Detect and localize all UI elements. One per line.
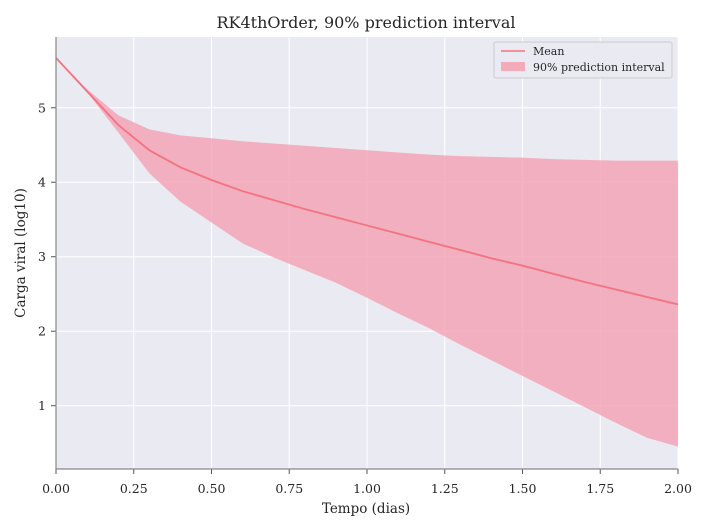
x-tick-label: 1.75 (586, 481, 614, 496)
x-axis-label: Tempo (dias) (322, 501, 410, 517)
x-tick-label: 1.50 (509, 481, 537, 496)
line-layer (55, 57, 679, 306)
x-tick-label: 0.50 (198, 481, 226, 496)
y-tick-label: 4 (38, 175, 46, 190)
legend-interval-label: 90% prediction interval (533, 61, 665, 74)
mean-line (55, 57, 679, 306)
legend-interval-swatch (501, 62, 525, 71)
y-axis-label: Carga viral (log10) (13, 188, 29, 318)
axes (51, 37, 679, 474)
x-tick-label: 1.00 (353, 481, 381, 496)
prediction-interval-band (56, 57, 678, 447)
y-tick-label: 5 (38, 100, 46, 115)
x-tick-label: 0.75 (275, 481, 303, 496)
x-tick-label: 0.00 (42, 481, 70, 496)
legend: Mean 90% prediction interval (493, 41, 673, 79)
x-tick-label: 2.00 (664, 481, 692, 496)
tick-labels: 0.00 0.25 0.50 0.75 1.00 1.25 1.50 1.75 2.00 1 2 3 4… (38, 100, 692, 496)
legend-box (493, 41, 673, 79)
band-layer (56, 57, 678, 447)
y-tick-label: 1 (38, 398, 46, 413)
x-tick-label: 1.25 (431, 481, 459, 496)
y-tick-label: 3 (38, 249, 46, 264)
chart-title: RK4thOrder, 90% prediction interval (216, 13, 515, 32)
legend-mean-label: Mean (533, 45, 564, 58)
x-tick-label: 0.25 (120, 481, 148, 496)
y-tick-label: 2 (38, 324, 46, 339)
